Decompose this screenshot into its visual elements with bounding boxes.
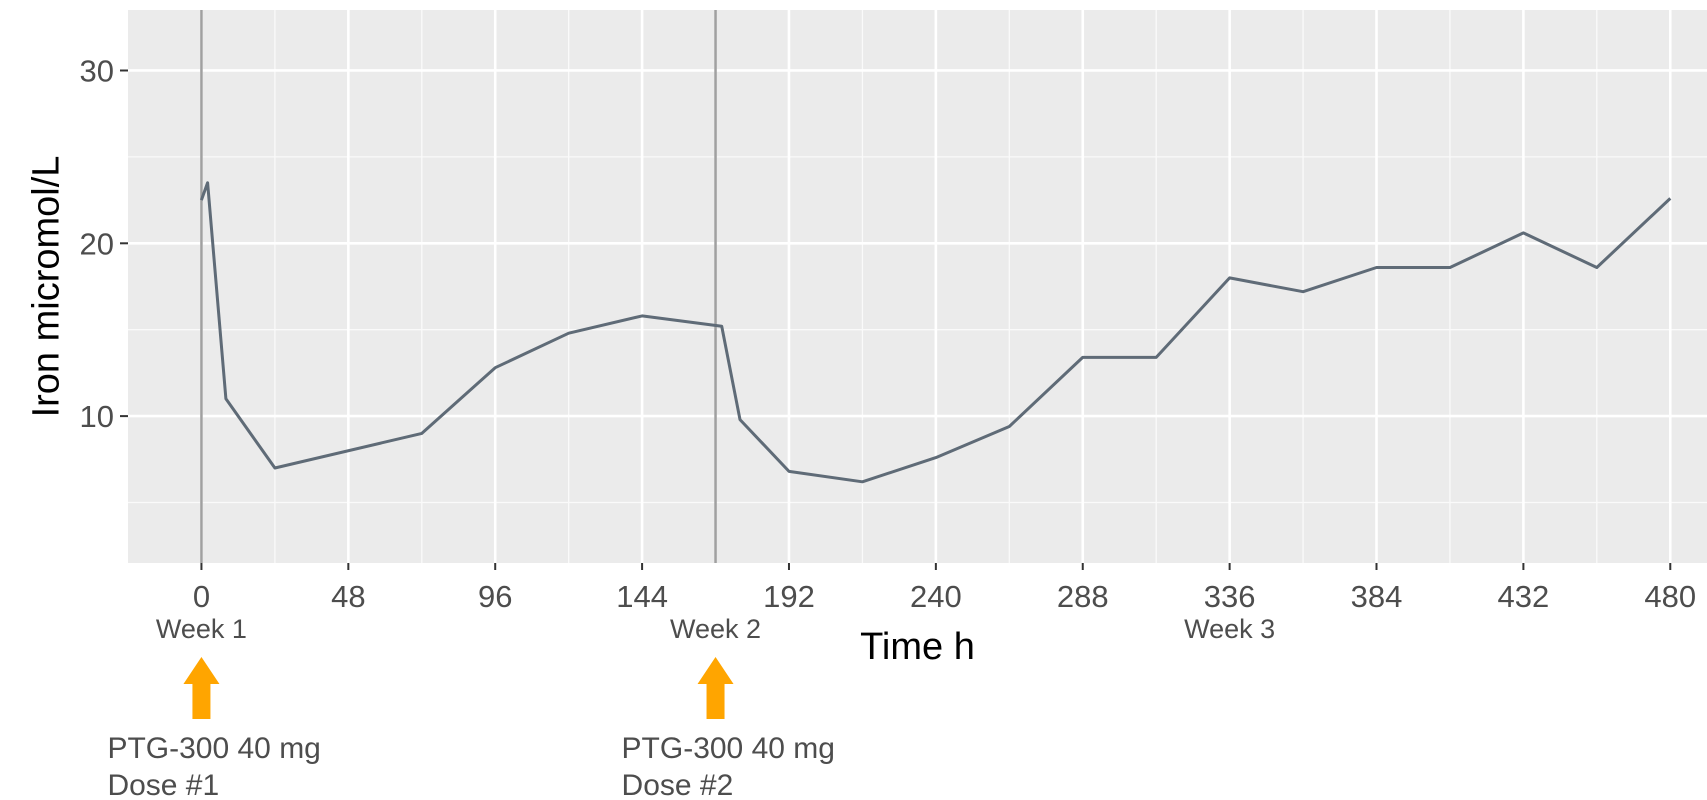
x-axis-title: Time h <box>860 626 975 668</box>
x-tick-label: 192 <box>763 579 815 614</box>
x-tick-label: 336 <box>1204 579 1256 614</box>
x-tick-label: 144 <box>616 579 668 614</box>
x-tick-label: 288 <box>1057 579 1109 614</box>
dose-arrow-icon <box>183 657 220 719</box>
dose-label-line2: Dose #2 <box>622 769 734 800</box>
x-tick-label: 384 <box>1351 579 1403 614</box>
dose-annotations: PTG-300 40 mg Dose #1 PTG-300 40 mg Dose #2 <box>107 657 835 800</box>
y-axis-title: Iron micromol/L <box>25 156 67 418</box>
x-tick-label: 240 <box>910 579 962 614</box>
minor-gridlines <box>128 10 1707 563</box>
dose-reference-lines <box>200 10 717 563</box>
week-label: Week 2 <box>670 614 761 644</box>
x-axis-ticks: 0 48 96 144 192 240 288 336 384 432 480 <box>193 563 1696 614</box>
y-tick-label: 10 <box>80 399 114 434</box>
week-label: Week 3 <box>1184 614 1275 644</box>
week-labels: Week 1 Week 2 Week 3 <box>156 614 1275 644</box>
dose-label-line2: Dose #1 <box>107 769 219 800</box>
x-tick-label: 480 <box>1644 579 1696 614</box>
dose-arrow-icon <box>697 657 734 719</box>
series-line <box>199 181 1672 484</box>
dose-label-line1: PTG-300 40 mg <box>107 732 320 765</box>
x-tick-label: 96 <box>478 579 512 614</box>
x-tick-label: 432 <box>1498 579 1550 614</box>
y-tick-label: 20 <box>80 226 114 261</box>
plot-panel <box>128 10 1707 563</box>
dose-label-line1: PTG-300 40 mg <box>622 732 835 765</box>
y-tick-label: 30 <box>80 53 114 88</box>
week-label: Week 1 <box>156 614 247 644</box>
x-tick-label: 0 <box>193 579 210 614</box>
y-axis-ticks: 10 20 30 <box>80 53 128 434</box>
x-tick-label: 48 <box>331 579 365 614</box>
